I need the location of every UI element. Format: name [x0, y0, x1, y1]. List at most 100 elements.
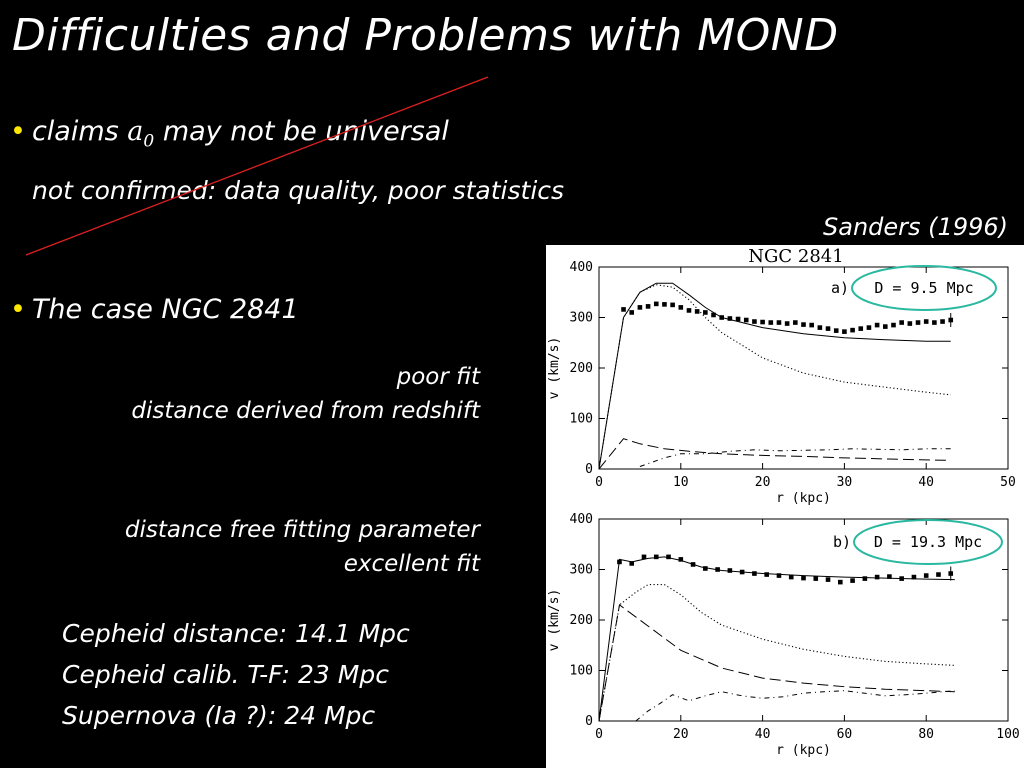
x-axis-label: r (kpc) [776, 491, 831, 506]
data-point [923, 319, 929, 324]
data-point [629, 310, 635, 315]
y-tick-label: 100 [570, 412, 593, 427]
x-tick-label: 60 [837, 727, 853, 742]
data-point [666, 554, 671, 560]
data-point [686, 308, 692, 313]
strike-through-line [25, 76, 489, 256]
y-tick-label: 300 [570, 311, 593, 326]
data-point [817, 325, 823, 330]
highlight-ellipse [853, 519, 1003, 565]
data-point [678, 305, 684, 310]
poor-fit-line: poor fit [396, 364, 480, 390]
data-point [739, 569, 745, 575]
data-point [637, 305, 643, 310]
data-point [621, 307, 626, 312]
data-point [703, 310, 708, 315]
data-point [760, 319, 765, 325]
data-point [850, 578, 855, 583]
x-tick-label: 80 [918, 727, 934, 742]
data-point [923, 573, 929, 578]
data-point [752, 319, 757, 324]
poor-fit-note: poor fit distance derived from redshift [131, 360, 480, 428]
data-point [940, 319, 945, 324]
data-point [764, 572, 769, 577]
data-point [809, 322, 814, 328]
chart-title: NGC 2841 [748, 246, 843, 267]
data-point [784, 321, 790, 326]
data-point [690, 562, 696, 567]
data-point [915, 320, 921, 325]
y-axis-label: v (km/s) [547, 337, 562, 400]
data-point [874, 574, 880, 580]
excellent-fit-line: distance free fitting parameter [124, 517, 480, 543]
series-line-short-dash [635, 690, 955, 722]
excellent-fit-line: excellent fit [343, 551, 480, 577]
citation: Sanders (1996) [823, 213, 1008, 241]
y-tick-label: 400 [570, 260, 593, 275]
data-point [776, 320, 782, 325]
data-point [694, 309, 700, 314]
data-point [801, 575, 806, 581]
data-point [629, 561, 635, 566]
distance-estimates: Cepheid distance: 14.1 Mpc Cepheid calib… [62, 613, 410, 736]
x-tick-label: 0 [595, 727, 603, 742]
x-tick-label: 40 [918, 475, 934, 490]
distance-annotation: D = 9.5 Mpc [874, 279, 973, 297]
data-point [617, 559, 622, 565]
distance-annotation: D = 19.3 Mpc [874, 533, 982, 551]
data-point [825, 577, 831, 582]
slide-title: Difficulties and Problems with MOND [12, 10, 839, 61]
data-point [858, 326, 864, 331]
data-point [911, 574, 917, 580]
data-point [711, 312, 716, 318]
distance-item: Supernova (Ia ?): 24 Mpc [62, 701, 376, 730]
data-point [887, 574, 892, 579]
data-point [907, 321, 913, 326]
y-tick-label: 0 [585, 714, 593, 729]
data-point [641, 554, 647, 560]
data-point [752, 571, 757, 576]
data-point [801, 322, 806, 327]
data-point [645, 304, 651, 309]
panel-label: a) [831, 279, 849, 297]
bullet-dot: • [10, 116, 26, 147]
x-tick-label: 20 [673, 727, 689, 742]
series-line-long-dash [598, 438, 951, 470]
panel-label: b) [833, 533, 851, 551]
excellent-fit-note: distance free fitting parameter excellen… [125, 513, 480, 581]
data-point [862, 576, 868, 581]
data-point [936, 572, 941, 577]
data-point [653, 301, 659, 307]
data-point [678, 557, 684, 562]
bullet-a0-text-before: claims [31, 116, 119, 147]
data-point [793, 320, 798, 325]
data-point [874, 322, 880, 328]
data-point [715, 567, 720, 572]
a0-letter: a [127, 116, 144, 147]
x-tick-label: 30 [837, 475, 853, 490]
distance-item: Cepheid calib. T-F: 23 Mpc [62, 660, 389, 689]
a0-subscript: 0 [143, 131, 155, 152]
data-point [703, 566, 708, 571]
data-point [825, 326, 831, 331]
data-point [842, 329, 847, 334]
bullet-ngc2841: • The case NGC 2841 [10, 294, 299, 325]
x-tick-label: 0 [595, 475, 603, 490]
rotation-curve-figure: 0 10 20 30 40 50 0 100 200 300 400 r (kpc) v (km/s) N… [546, 245, 1024, 768]
x-tick-label: 40 [755, 727, 771, 742]
data-point [727, 568, 733, 573]
data-point [813, 576, 819, 581]
data-point [899, 320, 904, 325]
data-point [866, 325, 872, 330]
data-point [788, 574, 794, 580]
x-tick-label: 100 [996, 727, 1019, 742]
data-point [833, 328, 839, 333]
bullet-a0-text-after: may not be universal [162, 116, 449, 147]
series-line-long-dash [598, 604, 955, 722]
data-point [932, 320, 937, 325]
data-point [883, 324, 888, 329]
distance-item: Cepheid distance: 14.1 Mpc [62, 619, 410, 648]
bullet-ngc2841-text: The case NGC 2841 [31, 294, 299, 325]
data-point [735, 316, 741, 322]
